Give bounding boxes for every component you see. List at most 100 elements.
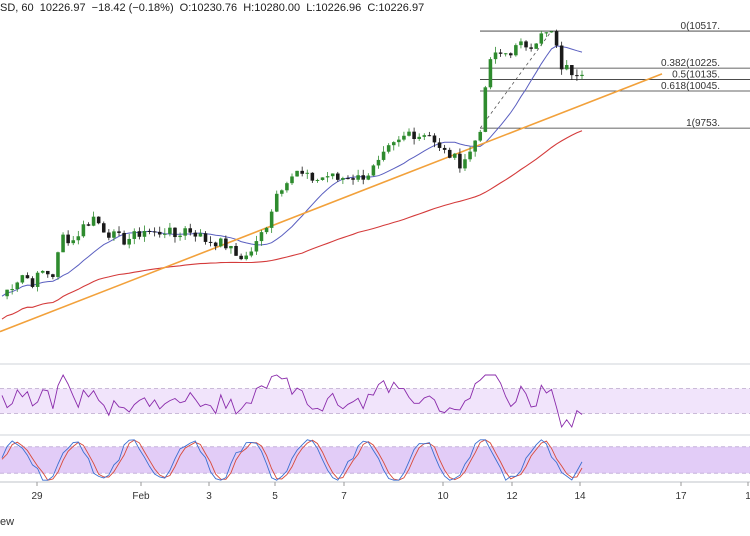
footer-text: ew xyxy=(0,516,15,528)
candle-body xyxy=(147,230,152,232)
candle-body xyxy=(305,172,310,174)
candle-body xyxy=(193,232,198,237)
candle-body xyxy=(122,232,126,245)
candle-body xyxy=(397,139,401,143)
price-change: −18.42 (−0.18%) xyxy=(91,2,174,14)
x-axis-tick-label: 3 xyxy=(206,491,212,502)
candle-body xyxy=(351,178,355,180)
candle-body xyxy=(498,52,503,54)
candle-body xyxy=(503,53,508,55)
stoch-k-line xyxy=(1,439,583,481)
candle-body xyxy=(249,251,254,256)
support-trendline xyxy=(0,73,663,333)
x-axis-tick-label: 10 xyxy=(437,491,449,502)
candle-body xyxy=(544,32,549,34)
fib-level-label: 0.618(10045. xyxy=(661,81,720,92)
candle-body xyxy=(224,238,228,249)
candle-body xyxy=(107,232,111,238)
candle-body xyxy=(173,227,177,238)
candle-body xyxy=(554,31,559,46)
candle-body xyxy=(325,176,330,178)
candle-body xyxy=(112,231,116,238)
fib-level-label: 1(9753. xyxy=(686,118,720,129)
candle-body xyxy=(203,233,208,242)
candle-body xyxy=(310,172,315,181)
candle-body xyxy=(341,178,345,180)
candle-body xyxy=(117,231,121,233)
candle-body xyxy=(539,33,544,44)
symbol-label[interactable]: SD, 60 xyxy=(0,2,34,14)
candle-body xyxy=(66,234,70,244)
candle-body xyxy=(447,149,452,158)
candle-body xyxy=(152,231,157,233)
low-price: L:10226.96 xyxy=(306,2,362,14)
candle-body xyxy=(178,235,182,238)
candle-body xyxy=(519,41,523,46)
candle-body xyxy=(580,74,584,76)
candle-body xyxy=(46,270,50,275)
candle-body xyxy=(346,178,350,180)
candle-body xyxy=(264,227,269,233)
candle-body xyxy=(239,255,243,260)
candle-body xyxy=(361,175,366,180)
candle-body xyxy=(290,176,294,184)
candle-body xyxy=(56,252,60,277)
candle-body xyxy=(10,289,14,291)
candle-body xyxy=(320,177,325,180)
chart-header: SD, 60 10226.97 −18.42 (−0.18%) O:10230.… xyxy=(0,2,427,14)
candle-body xyxy=(254,241,259,252)
fib-level-label: 0.382(10225. xyxy=(661,58,720,69)
candle-body xyxy=(478,131,483,141)
candle-body xyxy=(427,135,432,137)
candle-body xyxy=(508,53,513,56)
candle-body xyxy=(559,45,564,70)
candle-body xyxy=(86,224,91,226)
candle-body xyxy=(483,87,488,132)
candle-body xyxy=(20,275,25,283)
fib-level-label: 0(10517. xyxy=(681,21,720,32)
candle-body xyxy=(234,245,238,256)
candle-body xyxy=(61,234,65,253)
candle-body xyxy=(168,227,172,234)
candle-body xyxy=(407,131,411,136)
candle-body xyxy=(163,233,167,235)
fib-level-label: 0.5(10135. xyxy=(672,70,720,81)
candle-body xyxy=(101,223,106,233)
candle-body xyxy=(81,224,86,237)
candle-body xyxy=(71,240,76,244)
candle-body xyxy=(183,228,187,236)
candle-body xyxy=(432,135,437,143)
candle-body xyxy=(76,236,81,241)
candle-body xyxy=(473,140,477,152)
candle-body xyxy=(15,282,20,290)
candle-body xyxy=(35,272,40,287)
candle-body xyxy=(269,211,274,228)
candle-body xyxy=(453,153,457,158)
candle-body xyxy=(336,173,340,180)
candle-body xyxy=(570,65,574,76)
high-price: H:10280.00 xyxy=(243,2,301,14)
candle-body xyxy=(493,52,498,60)
candle-body xyxy=(285,183,289,191)
x-axis-tick-label: Feb xyxy=(132,491,150,502)
candle-body xyxy=(463,159,467,169)
candle-body xyxy=(422,135,427,137)
candle-body xyxy=(295,170,299,177)
candle-body xyxy=(91,216,96,226)
candle-body xyxy=(488,59,493,88)
candle-body xyxy=(96,216,101,224)
candle-body xyxy=(127,238,131,245)
candle-body xyxy=(524,41,528,48)
candle-body xyxy=(534,43,538,49)
x-axis-tick-label: 14 xyxy=(574,491,586,502)
candle-body xyxy=(132,231,137,239)
candle-body xyxy=(5,289,9,297)
candle-body xyxy=(208,241,213,243)
x-axis-tick-label: 7 xyxy=(341,491,347,502)
candle-body xyxy=(529,47,533,49)
candle-body xyxy=(330,173,335,177)
candle-body xyxy=(142,230,147,237)
candle-body xyxy=(442,147,447,150)
last-price: 10226.97 xyxy=(39,2,86,14)
